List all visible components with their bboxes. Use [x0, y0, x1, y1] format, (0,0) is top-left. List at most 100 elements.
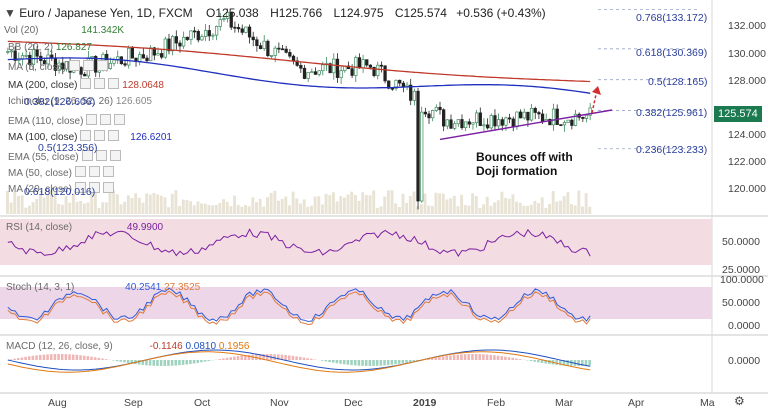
macd-hist-bar: [474, 354, 478, 360]
macd-hist-bar: [390, 360, 394, 365]
legend-ma5[interactable]: MA (5, close): [8, 60, 109, 73]
volume-bar: [192, 205, 196, 214]
candle-body: [138, 54, 142, 62]
candle-body: [533, 108, 537, 113]
macd-hist-bar: [68, 354, 71, 360]
close-icon[interactable]: [114, 114, 126, 125]
open-value: O125.038: [206, 6, 259, 20]
close-icon[interactable]: [108, 78, 120, 89]
macd-hist-bar: [137, 360, 141, 365]
close-value: C125.574: [394, 6, 447, 20]
macd-hist-bar: [170, 360, 174, 366]
volume-bar: [306, 206, 310, 214]
eye-icon[interactable]: [69, 60, 81, 71]
close-icon[interactable]: [102, 166, 114, 177]
candle-body: [522, 111, 526, 119]
change-value: +0.536 (+0.43%): [456, 6, 546, 20]
settings-icon[interactable]: [100, 114, 112, 125]
volume-bar: [229, 206, 233, 214]
eye-icon[interactable]: [81, 150, 93, 161]
macd-hist-bar: [482, 354, 485, 360]
macd-hist-bar: [49, 354, 53, 360]
eye-icon[interactable]: [80, 130, 92, 141]
macd-hist-bar: [375, 360, 379, 366]
volume-bar: [540, 197, 544, 214]
volume-bar: [134, 193, 138, 214]
macd-hist-bar: [430, 358, 434, 360]
volume-bar: [299, 203, 302, 214]
eye-icon[interactable]: [86, 114, 98, 125]
candle-body: [526, 111, 530, 121]
volume-bar: [145, 193, 149, 214]
stoch-legend[interactable]: Stoch (14, 3, 1) 40.2541 27.3525: [6, 282, 201, 293]
close-icon[interactable]: [102, 182, 114, 193]
candle-body: [368, 64, 373, 68]
macd-hist-bar: [342, 360, 346, 365]
settings-gear-icon[interactable]: ⚙: [734, 394, 745, 408]
candles: [6, 8, 592, 210]
macd-hist-bar: [350, 360, 353, 366]
volume-bar: [467, 205, 471, 214]
candle-body: [460, 119, 464, 129]
candle-body: [145, 57, 149, 62]
close-icon[interactable]: [109, 150, 121, 161]
settings-icon[interactable]: [83, 60, 95, 71]
month-tick: 2019: [413, 397, 437, 409]
candle-body: [35, 49, 39, 57]
settings-icon[interactable]: [88, 166, 100, 177]
legend-ema55[interactable]: EMA (55, close): [8, 150, 121, 163]
macd-hist-bar: [529, 360, 533, 362]
legend-bb[interactable]: BB (20, 2) 126.827: [8, 42, 92, 53]
volume-bar: [342, 197, 346, 214]
candle-body: [299, 65, 303, 69]
price-tick: 122.000: [728, 156, 766, 168]
volume-bar: [379, 206, 383, 214]
volume-bar: [324, 193, 328, 214]
eye-icon[interactable]: [74, 182, 86, 193]
candle-body: [540, 113, 545, 122]
volume-bar: [544, 207, 548, 214]
price-tick: 130.000: [728, 48, 766, 60]
settings-icon[interactable]: [95, 150, 107, 161]
price-tick: 132.000: [728, 20, 766, 32]
candle-body: [485, 124, 490, 129]
macd-hist-bar: [566, 360, 569, 366]
up-arrow: [591, 89, 598, 114]
macd-hist-bar: [178, 360, 181, 366]
macd-hist-bar: [306, 358, 309, 360]
volume-bar: [68, 202, 72, 214]
close-icon[interactable]: [108, 130, 120, 141]
legend-ema110[interactable]: EMA (110, close): [8, 114, 126, 127]
volume-bar: [320, 204, 324, 214]
close-icon[interactable]: [97, 60, 109, 71]
candle-body: [398, 79, 402, 84]
macd-hist-bar: [478, 354, 482, 360]
collapse-icon[interactable]: ▼: [4, 6, 16, 20]
eye-icon[interactable]: [80, 78, 92, 89]
candle-body: [423, 111, 427, 115]
legend-ma20[interactable]: MA (20, close): [8, 182, 114, 195]
settings-icon[interactable]: [94, 78, 106, 89]
rsi-legend[interactable]: RSI (14, close) 49.9900: [6, 222, 164, 233]
eye-icon[interactable]: [74, 166, 86, 177]
settings-icon[interactable]: [88, 182, 100, 193]
candle-body: [387, 80, 391, 89]
volume-bar: [112, 190, 116, 214]
legend-ma200[interactable]: MA (200, close) 128.0648: [8, 78, 164, 91]
legend-ma50[interactable]: MA (50, close): [8, 166, 114, 179]
legend-ichimoku[interactable]: Ichimoku (9, 26, 52, 26) 126.605: [8, 96, 152, 107]
legend-ma100[interactable]: MA (100, close) 126.6201: [8, 130, 172, 143]
volume-bar: [185, 200, 189, 214]
settings-icon[interactable]: [94, 130, 106, 141]
macd-hist-bar: [394, 360, 397, 365]
macd-hist-bar: [452, 354, 456, 360]
candle-body: [28, 54, 32, 65]
volume-bar: [189, 201, 193, 214]
macd-legend[interactable]: MACD (12, 26, close, 9) -0.1146 0.0810 0…: [6, 341, 250, 352]
volume-bar: [309, 205, 313, 214]
macd-hist-bar: [244, 355, 247, 360]
month-tick: Mar: [555, 397, 574, 409]
volume-bar: [46, 194, 50, 214]
legend-vol[interactable]: Vol (20) 141.342K: [4, 25, 125, 36]
